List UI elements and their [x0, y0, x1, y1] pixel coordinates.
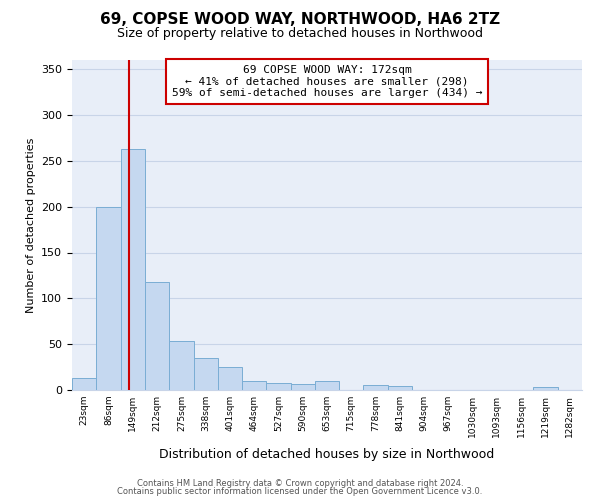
Bar	[315, 381, 340, 390]
Y-axis label: Number of detached properties: Number of detached properties	[26, 138, 35, 312]
Bar	[194, 358, 218, 390]
Bar	[533, 387, 557, 390]
Bar	[291, 384, 315, 390]
Bar	[266, 382, 291, 390]
Bar	[121, 149, 145, 390]
Bar	[363, 386, 388, 390]
Text: Contains public sector information licensed under the Open Government Licence v3: Contains public sector information licen…	[118, 487, 482, 496]
Bar	[242, 381, 266, 390]
X-axis label: Distribution of detached houses by size in Northwood: Distribution of detached houses by size …	[160, 448, 494, 461]
Bar	[218, 367, 242, 390]
Bar	[72, 378, 97, 390]
Bar	[145, 282, 169, 390]
Text: Size of property relative to detached houses in Northwood: Size of property relative to detached ho…	[117, 28, 483, 40]
Text: 69 COPSE WOOD WAY: 172sqm
← 41% of detached houses are smaller (298)
59% of semi: 69 COPSE WOOD WAY: 172sqm ← 41% of detac…	[172, 65, 482, 98]
Bar	[388, 386, 412, 390]
Bar	[169, 340, 194, 390]
Text: Contains HM Land Registry data © Crown copyright and database right 2024.: Contains HM Land Registry data © Crown c…	[137, 478, 463, 488]
Text: 69, COPSE WOOD WAY, NORTHWOOD, HA6 2TZ: 69, COPSE WOOD WAY, NORTHWOOD, HA6 2TZ	[100, 12, 500, 28]
Bar	[97, 206, 121, 390]
